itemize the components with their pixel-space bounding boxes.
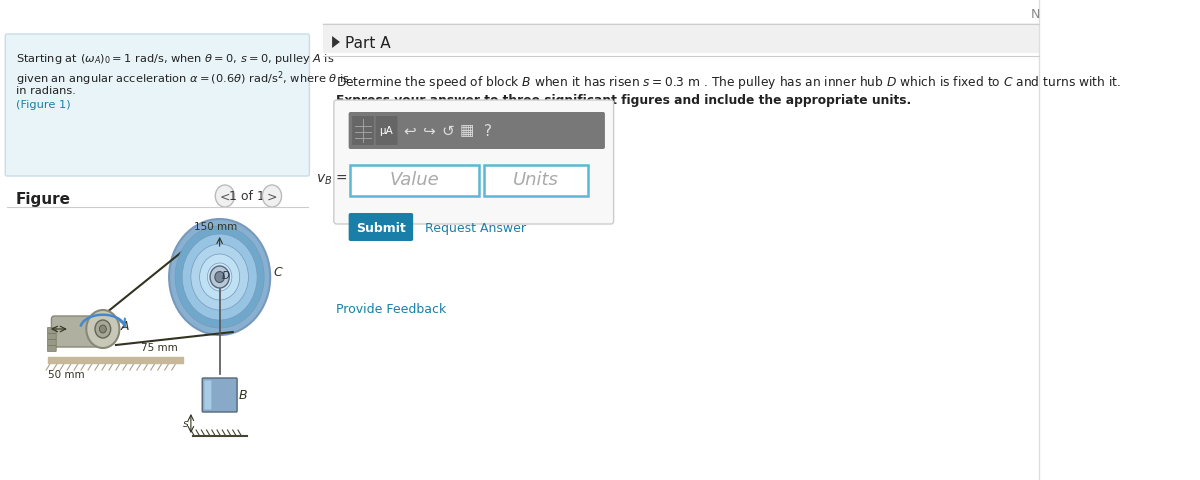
Circle shape bbox=[86, 311, 120, 348]
FancyBboxPatch shape bbox=[376, 117, 397, 146]
Circle shape bbox=[208, 264, 232, 291]
Text: Starting at $(\omega_A)_0 = 1\ \mathrm{rad/s}$, when $\theta = 0$, $s = 0$, pull: Starting at $(\omega_A)_0 = 1\ \mathrm{r… bbox=[16, 52, 334, 66]
Circle shape bbox=[263, 186, 282, 207]
Circle shape bbox=[199, 254, 240, 300]
FancyBboxPatch shape bbox=[5, 35, 310, 177]
FancyBboxPatch shape bbox=[350, 166, 479, 197]
FancyBboxPatch shape bbox=[323, 24, 1039, 54]
Text: ?: ? bbox=[484, 123, 492, 138]
FancyBboxPatch shape bbox=[203, 378, 238, 412]
Text: Express your answer to three significant figures and include the appropriate uni: Express your answer to three significant… bbox=[336, 94, 912, 107]
Text: (Figure 1): (Figure 1) bbox=[16, 100, 71, 110]
Text: in radians.: in radians. bbox=[16, 86, 76, 96]
Text: given an angular acceleration $\alpha = (0.6\theta)\ \mathrm{rad/s^2}$, where $\: given an angular acceleration $\alpha = … bbox=[16, 69, 349, 87]
FancyBboxPatch shape bbox=[48, 340, 56, 346]
Text: Submit: Submit bbox=[356, 222, 406, 235]
Text: >: > bbox=[266, 190, 277, 203]
Text: B: B bbox=[239, 389, 247, 402]
Text: ↺: ↺ bbox=[442, 123, 455, 138]
FancyBboxPatch shape bbox=[204, 381, 211, 409]
Text: Part A: Part A bbox=[346, 36, 391, 51]
Circle shape bbox=[191, 244, 248, 311]
FancyBboxPatch shape bbox=[349, 214, 413, 241]
Text: $v_B$ =: $v_B$ = bbox=[316, 172, 348, 187]
Text: Determine the speed of block $B$ when it has risen $s = 0.3\ \mathrm{m}$ . The p: Determine the speed of block $B$ when it… bbox=[336, 74, 1121, 91]
Text: 150 mm: 150 mm bbox=[193, 222, 236, 231]
Text: Request Answer: Request Answer bbox=[425, 222, 527, 235]
Circle shape bbox=[95, 320, 110, 338]
Text: ▦: ▦ bbox=[460, 123, 474, 138]
Circle shape bbox=[215, 186, 234, 207]
Circle shape bbox=[175, 227, 264, 328]
Text: s: s bbox=[182, 419, 188, 429]
Text: A: A bbox=[120, 320, 128, 333]
FancyBboxPatch shape bbox=[48, 328, 56, 334]
FancyBboxPatch shape bbox=[484, 166, 588, 197]
Polygon shape bbox=[332, 37, 340, 49]
Circle shape bbox=[100, 325, 107, 333]
FancyBboxPatch shape bbox=[48, 334, 56, 340]
Text: Figure: Figure bbox=[16, 192, 71, 206]
Circle shape bbox=[182, 235, 257, 320]
Text: 1 of 1: 1 of 1 bbox=[229, 190, 265, 203]
Text: ↩: ↩ bbox=[403, 123, 416, 138]
FancyBboxPatch shape bbox=[334, 101, 613, 225]
Circle shape bbox=[169, 219, 270, 336]
Text: 50 mm: 50 mm bbox=[48, 369, 84, 379]
Circle shape bbox=[215, 272, 224, 283]
FancyBboxPatch shape bbox=[349, 113, 605, 150]
Text: C: C bbox=[274, 265, 282, 278]
Text: D: D bbox=[221, 270, 229, 280]
FancyBboxPatch shape bbox=[352, 117, 374, 146]
Text: N: N bbox=[1031, 8, 1040, 21]
Text: Units: Units bbox=[514, 171, 559, 189]
Text: Value: Value bbox=[390, 171, 439, 189]
FancyBboxPatch shape bbox=[48, 346, 56, 352]
Circle shape bbox=[210, 266, 229, 288]
Text: Provide Feedback: Provide Feedback bbox=[336, 302, 446, 315]
FancyBboxPatch shape bbox=[52, 316, 104, 347]
Text: ↪: ↪ bbox=[422, 123, 436, 138]
Text: 75 mm: 75 mm bbox=[142, 342, 178, 352]
Text: μA: μA bbox=[379, 126, 394, 136]
Text: <: < bbox=[220, 190, 230, 203]
